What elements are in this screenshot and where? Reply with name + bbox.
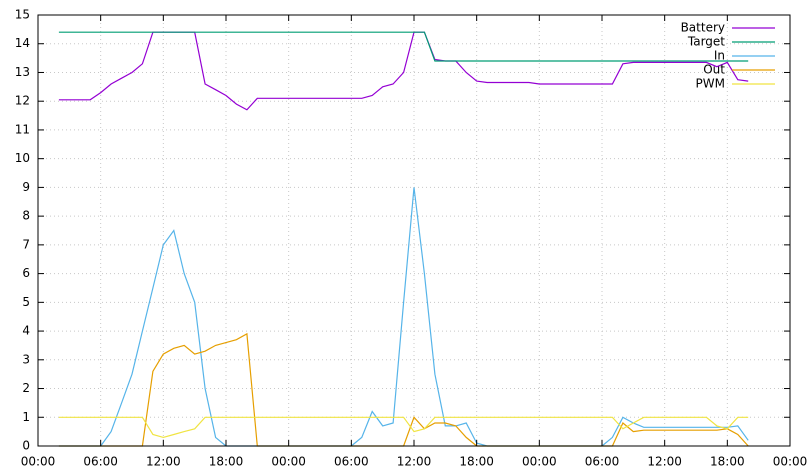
plot (58, 31, 749, 447)
y-tick-label: 9 (22, 180, 30, 194)
legend-label: Target (687, 35, 725, 49)
y-tick-label: 12 (15, 94, 30, 108)
x-tick-label: 18:00 (459, 455, 494, 469)
x-tick-label: 12:00 (146, 455, 181, 469)
x-tick-label: 00:00 (21, 455, 56, 469)
series-line (58, 416, 749, 439)
y-tick-label: 4 (22, 324, 30, 338)
y-tick-label: 10 (15, 151, 30, 165)
x-tick-label: 00:00 (271, 455, 306, 469)
x-tick-label: 06:00 (83, 455, 118, 469)
grid (37, 14, 791, 447)
y-tick-label: 14 (15, 36, 30, 50)
x-tick-label: 18:00 (209, 455, 244, 469)
y-tick-label: 15 (15, 8, 30, 22)
series-line (58, 31, 749, 62)
x-tick-label: 06:00 (334, 455, 369, 469)
y-tick-label: 0 (22, 439, 30, 453)
legend-label: PWM (696, 77, 725, 91)
x-tick-label: 18:00 (710, 455, 745, 469)
legend-label: Out (703, 63, 725, 77)
legend-label: Battery (681, 21, 725, 35)
y-tick-label: 8 (22, 209, 30, 223)
y-tick-label: 13 (15, 65, 30, 79)
y-tick-label: 11 (15, 122, 30, 136)
series-line (58, 332, 749, 447)
x-tick-label: 00:00 (773, 455, 808, 469)
x-tick-label: 00:00 (522, 455, 557, 469)
x-tick-label: 12:00 (647, 455, 682, 469)
y-tick-label: 1 (22, 410, 30, 424)
y-tick-label: 2 (22, 381, 30, 395)
y-tick-label: 5 (22, 295, 30, 309)
series-line (58, 187, 749, 447)
x-tick-label: 12:00 (397, 455, 432, 469)
x-tick-label: 06:00 (585, 455, 620, 469)
y-tick-label: 6 (22, 266, 30, 280)
y-tick-label: 3 (22, 352, 30, 366)
y-tick-label: 7 (22, 237, 30, 251)
legend-label: In (714, 49, 725, 63)
